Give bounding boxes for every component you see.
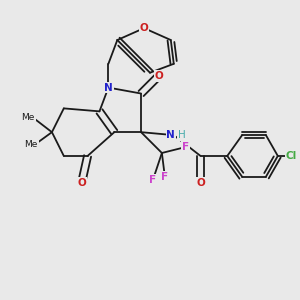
Text: N: N: [104, 82, 113, 93]
Text: Me: Me: [22, 113, 35, 122]
Text: F: F: [161, 172, 168, 182]
Text: O: O: [196, 178, 205, 188]
Text: O: O: [154, 71, 163, 81]
Text: O: O: [140, 23, 148, 33]
Text: Me: Me: [24, 140, 38, 148]
Text: Cl: Cl: [286, 151, 297, 161]
Text: O: O: [77, 178, 86, 188]
Text: N: N: [167, 130, 175, 140]
Text: F: F: [182, 142, 189, 152]
Text: F: F: [149, 175, 157, 185]
Text: H: H: [178, 130, 186, 140]
